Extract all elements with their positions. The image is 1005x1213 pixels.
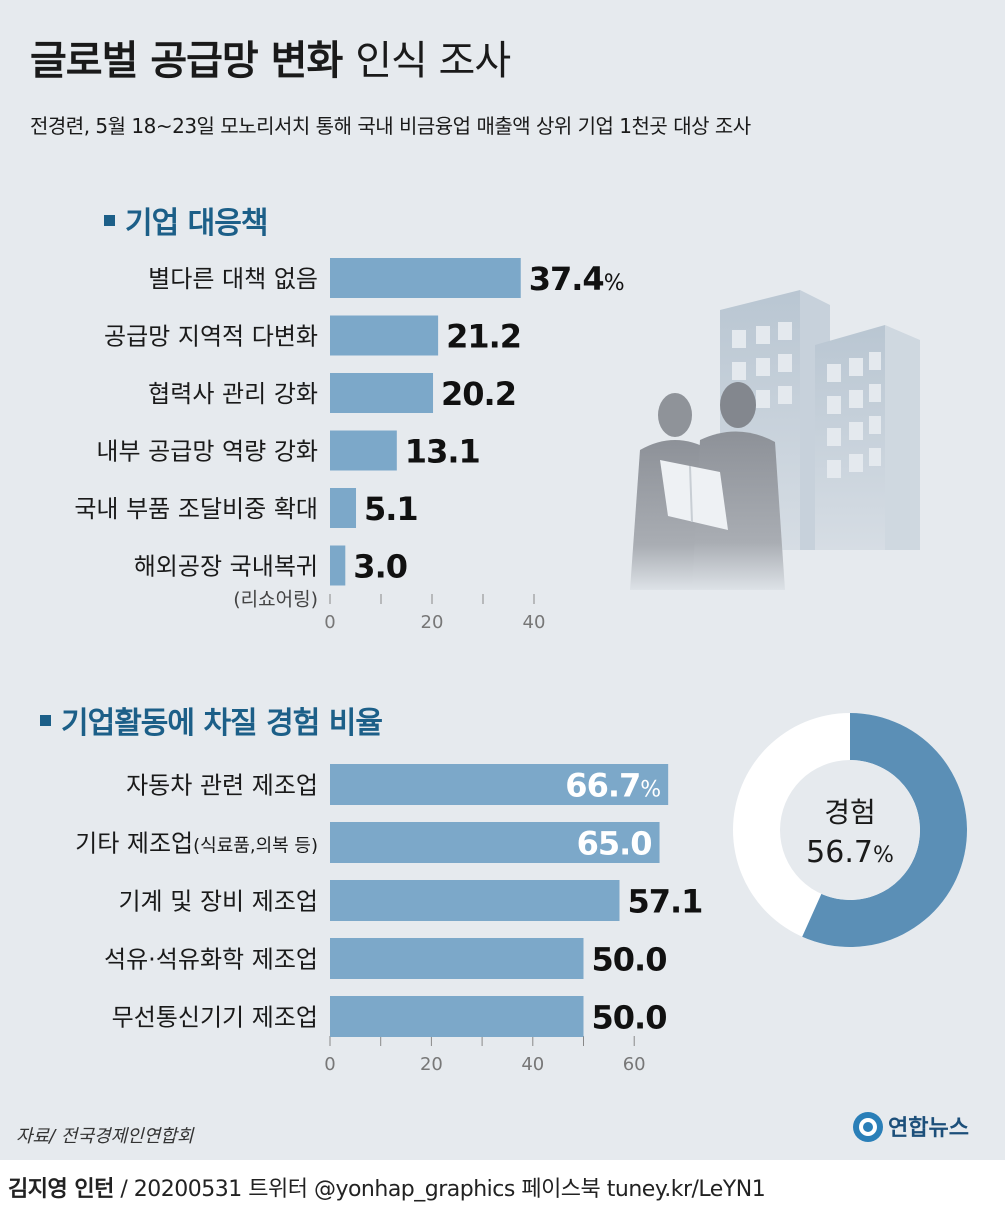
donut-slice (802, 713, 967, 947)
section-title-text: 기업활동에 차질 경험 비율 (61, 706, 383, 741)
x-tick-label: 40 (521, 1054, 544, 1075)
bar (330, 545, 346, 586)
x-tick-label: 20 (421, 612, 444, 633)
category-label: 기계 및 장비 제조업 (118, 888, 318, 916)
value-label: 5.1 (364, 490, 418, 528)
category-label: 해외공장 국내복귀 (134, 553, 318, 581)
page-subtitle: 전경련, 5월 18~23일 모노리서치 통해 국내 비금융업 매출액 상위 기… (30, 114, 751, 138)
category-label: 내부 공급망 역량 강화 (96, 438, 318, 466)
bar (330, 430, 397, 471)
title-light: 인식 조사 (355, 38, 511, 84)
category-label: 별다른 대책 없음 (148, 265, 318, 293)
value-label: 21.2 (446, 318, 521, 356)
x-tick-label: 60 (623, 1054, 646, 1075)
x-tick-label: 0 (324, 612, 335, 633)
bar (330, 373, 434, 413)
x-tick-label: 0 (324, 1054, 335, 1075)
bar (330, 938, 584, 979)
donut-center-label: 경험 (824, 796, 876, 829)
section-title-disruption: 기업활동에 차질 경험 비율 (40, 698, 383, 742)
category-label: 공급망 지역적 다변화 (104, 323, 318, 351)
x-tick-label: 40 (523, 612, 546, 633)
logo-text: 연합뉴스 (888, 1115, 969, 1141)
category-label: 석유·석유화학 제조업 (104, 946, 318, 974)
category-label: 자동차 관련 제조업 (126, 772, 318, 800)
section-title-responses: 기업 대응책 (104, 198, 268, 242)
bar (330, 764, 669, 805)
responses-bar-chart: 0 20 40 별다른 대책 없음 37.4% 공급망 지역적 다변화 21.2 협력사 관리… (74, 258, 625, 633)
bar (330, 488, 357, 528)
value-label: 50.0 (592, 941, 667, 979)
square-bullet-icon (104, 215, 115, 226)
square-bullet-icon (40, 715, 51, 726)
value-label: 13.1 (405, 433, 480, 471)
page-title: 글로벌 공급망 변화 인식 조사 (30, 28, 511, 86)
bar (330, 822, 660, 863)
category-note: (리쇼어링) (233, 589, 318, 611)
title-bold: 글로벌 공급망 변화 (30, 38, 343, 84)
yonhap-logo: 연합뉴스 (853, 1112, 969, 1142)
value-label: 57.1 (627, 883, 702, 921)
value-label: 50.0 (592, 999, 667, 1037)
value-label: 65.0 (577, 825, 652, 863)
footer-bar (0, 1160, 1005, 1213)
value-label: 3.0 (353, 548, 407, 586)
x-tick-label: 20 (420, 1054, 443, 1075)
value-label: 20.2 (441, 375, 516, 413)
bar (330, 880, 620, 921)
source-note: 자료/ 전국경제인연합회 (16, 1126, 194, 1147)
footer-author: 김지영 인턴 (8, 1177, 114, 1202)
category-label: 무선통신기기 제조업 (112, 1004, 318, 1032)
people-silhouette-icon (630, 382, 785, 590)
business-people-illustration (630, 290, 920, 590)
bar (330, 315, 439, 356)
footer-credits: 김지영 인턴 / 20200531 트위터 @yonhap_graphics 페… (8, 1171, 766, 1203)
category-label: 국내 부품 조달비중 확대 (74, 495, 318, 523)
footer-rest: / 20200531 트위터 @yonhap_graphics 페이스북 tun… (113, 1177, 766, 1202)
category-label: 협력사 관리 강화 (148, 380, 318, 408)
category-label: 기타 제조업(식료품,의복 등) (75, 830, 318, 858)
bar (330, 258, 521, 298)
value-label: 37.4% (529, 260, 624, 298)
bar (330, 996, 584, 1037)
section-title-text: 기업 대응책 (125, 206, 268, 241)
donut-hole (780, 760, 920, 900)
